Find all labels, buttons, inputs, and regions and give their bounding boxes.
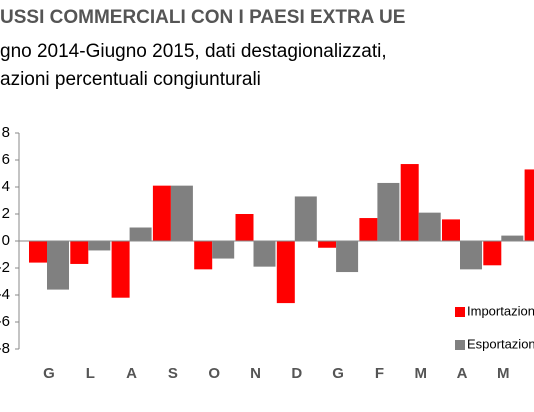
- bar: [336, 241, 359, 273]
- y-tick-label: -8: [0, 340, 10, 357]
- y-tick-label: 6: [2, 151, 10, 168]
- bar: [483, 241, 502, 266]
- chart-subtitle: gno 2014-Giugno 2015, dati destagionaliz…: [0, 41, 387, 62]
- x-tick-label: D: [291, 365, 302, 382]
- y-tick-label: -4: [0, 286, 10, 303]
- bar: [70, 241, 89, 264]
- x-tick-label: O: [208, 365, 220, 382]
- x-tick-label: M: [497, 365, 510, 382]
- bar: [152, 185, 171, 241]
- legend-label: Importazion: [467, 303, 534, 318]
- bar: [276, 241, 295, 304]
- x-tick-label: N: [250, 365, 261, 382]
- x-tick-label: F: [375, 365, 384, 382]
- chart-title: USSI COMMERCIALI CON I PAESI EXTRA UE: [0, 7, 405, 28]
- bar: [460, 241, 482, 270]
- x-tick-label: G: [43, 365, 55, 382]
- legend-label: Esportazion: [467, 336, 534, 351]
- bar: [442, 219, 460, 241]
- bar: [418, 212, 441, 241]
- bar: [400, 164, 419, 241]
- legend-swatch: [455, 340, 465, 350]
- bar: [29, 241, 47, 263]
- bar: [88, 241, 111, 251]
- bar: [194, 241, 213, 270]
- x-tick-label: S: [168, 365, 178, 382]
- y-tick-label: 2: [2, 205, 10, 222]
- legend-swatch: [455, 307, 465, 317]
- bar: [318, 241, 337, 248]
- x-tick-label: A: [457, 365, 468, 382]
- bar: [524, 169, 534, 241]
- bar: [235, 214, 254, 241]
- bar: [129, 227, 152, 241]
- bar: [377, 182, 400, 241]
- x-tick-label: G: [332, 365, 344, 382]
- bar: [111, 241, 130, 298]
- x-tick-label: A: [126, 365, 137, 382]
- chart-subtitle: azioni percentuali congiunturali: [0, 69, 261, 90]
- bar: [212, 241, 235, 259]
- y-tick-label: -2: [0, 259, 10, 276]
- x-tick-label: L: [86, 365, 95, 382]
- bar: [170, 185, 193, 241]
- bar: [294, 196, 317, 241]
- y-tick-label: 0: [2, 232, 10, 249]
- bar: [47, 241, 69, 290]
- y-tick-label: 4: [2, 178, 10, 195]
- bar: [501, 235, 524, 241]
- bar: [253, 241, 276, 267]
- x-tick-label: M: [414, 365, 427, 382]
- bar: [359, 218, 378, 241]
- y-tick-label: 8: [2, 124, 10, 141]
- y-tick-label: -6: [0, 313, 10, 330]
